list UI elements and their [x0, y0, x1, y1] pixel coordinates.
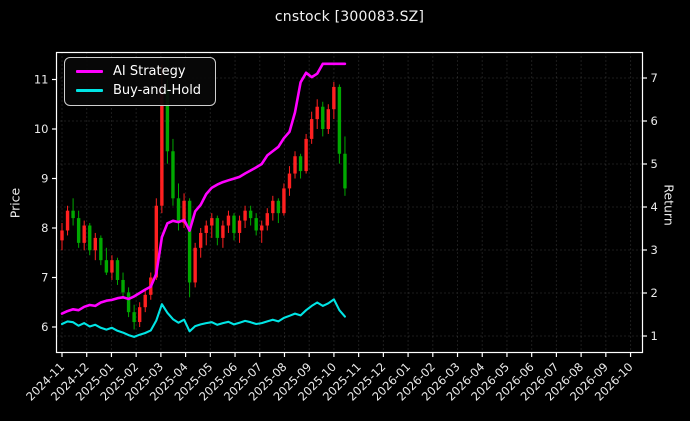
plot-frame [55, 51, 644, 354]
price-tick-label: 10 [34, 122, 49, 136]
price-tick-label: 11 [34, 73, 49, 87]
left-axis-label: Price [7, 187, 23, 219]
return-tick-label: 3 [651, 243, 658, 257]
ai-strategy-line [60, 62, 347, 315]
return-tick-label: 5 [651, 157, 658, 171]
legend-label-buy-and-hold: Buy-and-Hold [113, 83, 202, 98]
x-axis-ticks: 2024-112024-122025-012025-022025-032025-… [23, 352, 636, 404]
legend-item-ai-strategy: AI Strategy [76, 65, 201, 78]
legend-item-buy-and-hold: Buy-and-Hold [76, 84, 201, 97]
candlesticks [60, 64, 347, 330]
gridlines [56, 52, 643, 353]
chart-title: cnstock [300083.SZ] [274, 9, 425, 25]
price-tick-label: 8 [41, 221, 48, 235]
return-tick-label: 2 [651, 286, 658, 300]
buy-and-hold-line [60, 298, 346, 338]
return-tick-label: 4 [651, 200, 658, 214]
buy-and-hold-line-swatch [76, 89, 103, 92]
return-tick-label: 1 [651, 329, 658, 343]
return-tick-label: 6 [651, 114, 658, 128]
price-tick-label: 7 [41, 271, 48, 285]
legend-label-ai-strategy: AI Strategy [113, 64, 186, 79]
ai-strategy-line-swatch [76, 70, 103, 73]
price-tick-label: 9 [41, 172, 48, 186]
return-tick-label: 7 [651, 71, 658, 85]
right-axis-ticks: 1 2 3 4 5 6 7 [642, 71, 658, 343]
right-axis-label: Return [661, 184, 677, 226]
legend: AI Strategy Buy-and-Hold [64, 57, 217, 106]
left-axis-ticks: 6 7 8 9 10 11 [34, 73, 57, 334]
price-tick-label: 6 [41, 320, 48, 334]
